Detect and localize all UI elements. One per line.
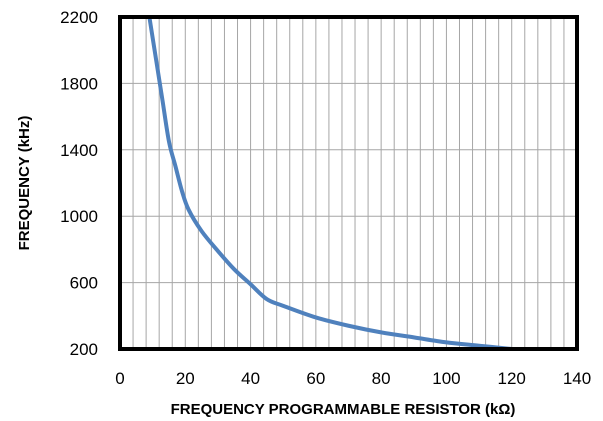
y-tick-label: 1000 xyxy=(60,207,98,226)
series-line xyxy=(147,15,514,351)
x-tick-labels: 0 20 40 60 80 100 120 140 xyxy=(115,369,591,388)
y-tick-label: 2200 xyxy=(60,8,98,27)
grid-lines xyxy=(120,17,577,349)
x-tick-label: 120 xyxy=(498,369,526,388)
y-tick-labels: 200 600 1000 1400 1800 2200 xyxy=(60,8,98,359)
y-axis-title: FREQUENCY (kHz) xyxy=(16,116,33,251)
plot-frame xyxy=(118,15,579,351)
x-tick-label: 100 xyxy=(432,369,460,388)
x-tick-label: 80 xyxy=(372,369,391,388)
y-tick-label: 1400 xyxy=(60,141,98,160)
x-tick-label: 60 xyxy=(306,369,325,388)
y-tick-label: 1800 xyxy=(60,74,98,93)
y-tick-label: 200 xyxy=(70,340,98,359)
series-layer xyxy=(147,15,514,351)
y-tick-label: 600 xyxy=(70,274,98,293)
x-tick-label: 0 xyxy=(115,369,124,388)
x-tick-label: 40 xyxy=(241,369,260,388)
x-tick-label: 20 xyxy=(176,369,195,388)
x-tick-label: 140 xyxy=(563,369,591,388)
x-axis-title: FREQUENCY PROGRAMMABLE RESISTOR (kΩ) xyxy=(171,401,516,418)
